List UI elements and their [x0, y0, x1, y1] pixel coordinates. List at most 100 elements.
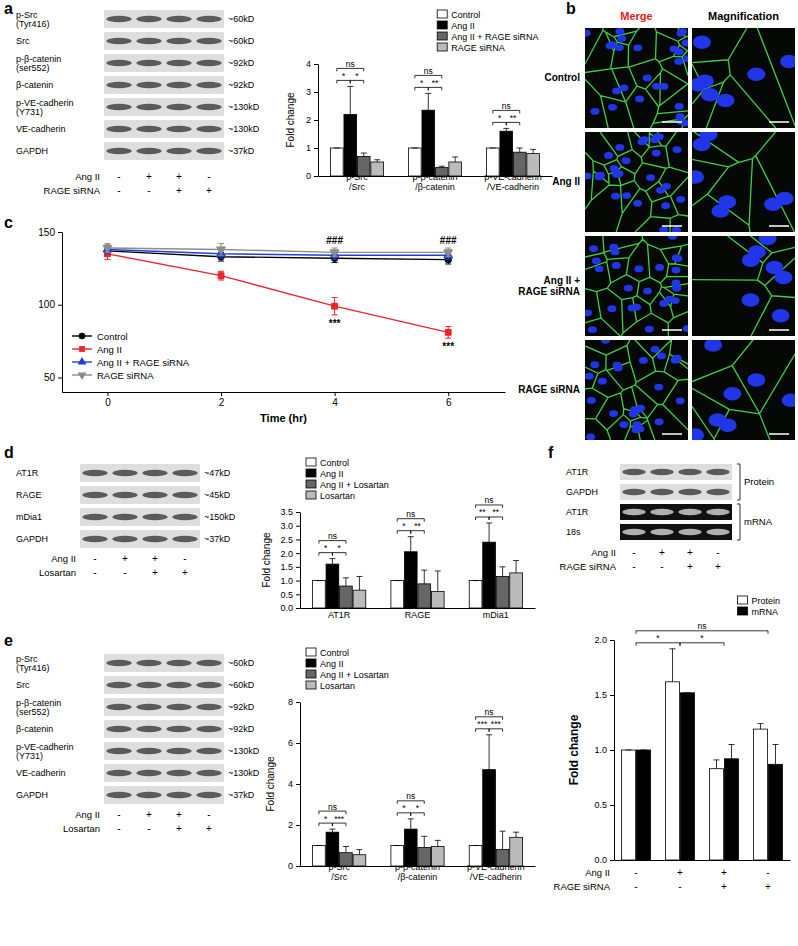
x-axis-tick: 4 [332, 392, 338, 408]
blot-band [136, 704, 161, 710]
blot-strip [620, 524, 732, 540]
blot-label: β-catenin [16, 724, 53, 734]
bar [404, 552, 417, 608]
blot-band [136, 770, 161, 776]
y-axis-tick-mark [296, 526, 300, 527]
y-axis-tick-label: 3.5 [280, 507, 293, 517]
nucleus [692, 428, 704, 440]
error-bar [421, 570, 427, 584]
significance-label: * [416, 803, 420, 813]
marker [103, 245, 112, 253]
bar [753, 729, 767, 860]
y-axis-tick-label: 3 [306, 87, 311, 97]
nucleus [614, 365, 623, 372]
y-axis-tick: 1.0 [594, 745, 614, 755]
bar [665, 682, 679, 860]
blot-band [622, 529, 646, 535]
blot-band [196, 770, 221, 776]
error-bar [374, 160, 380, 162]
nucleus [652, 133, 661, 140]
blot-band [166, 704, 191, 710]
blot-strip [104, 142, 224, 160]
blot-label: AT1R [566, 507, 589, 517]
legend-swatch [437, 32, 447, 40]
bar-chart: 02468p-Src/Srcp-β-catenin/β-cateninp-VE-… [265, 648, 536, 882]
nucleus [598, 378, 607, 385]
y-axis-tick: 3.5 [280, 507, 300, 517]
legend-label: Control [451, 10, 480, 20]
blot-band [166, 126, 191, 132]
y-axis-tick-mark [296, 743, 300, 744]
scale-bar [662, 433, 682, 435]
blot-band [166, 60, 191, 66]
y-axis-tick-mark [296, 702, 300, 703]
y-axis-tick: 2.0 [280, 549, 300, 559]
cell-junctions [585, 340, 688, 440]
y-axis-tick: 2.0 [594, 635, 614, 645]
panel-label: b [566, 0, 576, 17]
blot-strip [620, 504, 732, 520]
nucleus [585, 373, 594, 380]
x-axis-line [63, 392, 506, 393]
nucleus [775, 271, 793, 285]
nucleus [633, 200, 642, 207]
blot-label: RAGE [16, 490, 42, 500]
legend-swatch [306, 659, 316, 667]
x-tick: AT1R [328, 610, 351, 620]
y-axis-tick-mark [296, 512, 300, 513]
x-axis-tick-label: 4 [332, 397, 338, 408]
blot-label: VE-cadherin [16, 124, 66, 134]
nucleus [636, 405, 645, 412]
bar [331, 148, 344, 176]
blot-band [166, 82, 191, 88]
cell-junctions [692, 132, 794, 232]
nucleus [619, 421, 628, 428]
blot-strip [104, 98, 224, 116]
nucleus [676, 196, 685, 203]
y-axis-tick-label: 8 [288, 697, 293, 707]
text-line: (Tyr416) [16, 19, 50, 29]
x-axis-line [615, 860, 791, 861]
nucleus [632, 421, 641, 428]
error-bar [218, 271, 224, 280]
blot-band [166, 770, 191, 776]
blot-band [166, 660, 191, 666]
nucleus [748, 245, 766, 259]
y-axis-tick: 1 [306, 143, 318, 153]
nucleus [671, 267, 680, 274]
blot-band [196, 682, 221, 688]
error-bar [394, 580, 400, 581]
error-bar [408, 819, 414, 829]
micrograph-background [692, 28, 795, 128]
y-axis-tick-mark [610, 640, 614, 641]
nucleus [588, 326, 597, 333]
treatment-sign: + [176, 185, 182, 196]
blot-strip [620, 484, 732, 500]
nucleus [782, 394, 795, 408]
y-axis-title: Fold change [261, 532, 272, 587]
y-axis-title: Fold change [285, 92, 296, 147]
error-bar [445, 327, 451, 339]
blot-strip [104, 698, 224, 716]
nucleus [652, 83, 661, 90]
legend-swatch [738, 596, 748, 604]
nucleus [676, 113, 685, 120]
blot-band [622, 469, 646, 475]
error-bar [473, 845, 479, 846]
blot-size: ~60kD [228, 36, 255, 46]
blot-band [622, 509, 646, 515]
blot-band [112, 492, 137, 498]
x-axis: 0246 [63, 392, 506, 408]
bar [357, 156, 370, 176]
y-axis-tick: 0.5 [594, 800, 614, 810]
y-axis-tick-label: 150 [38, 227, 55, 238]
treatment-sign: - [660, 561, 663, 572]
treatment-sign: + [715, 561, 721, 572]
series-line [107, 254, 448, 333]
nucleus [585, 30, 591, 37]
error-bar [486, 735, 492, 770]
western-blot: AT1RGAPDHAT1R18sProteinmRNAAng II-++-RAG… [560, 464, 775, 572]
bar-chart: 0.00.51.01.52.02.53.03.5AT1RRAGEmDia1**n… [261, 458, 536, 621]
blot-band [106, 748, 131, 754]
treatment-sign: + [687, 561, 693, 572]
